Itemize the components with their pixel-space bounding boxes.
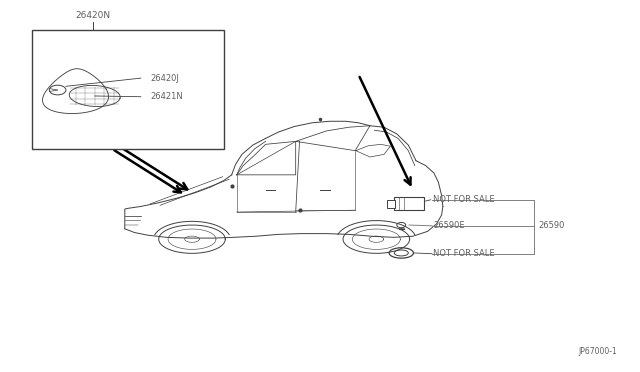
Text: 26590: 26590	[539, 221, 565, 230]
Text: 26590E: 26590E	[433, 221, 465, 230]
Text: JP67000-1: JP67000-1	[579, 347, 618, 356]
Text: 26420J: 26420J	[150, 74, 179, 83]
Bar	[387, 200, 395, 208]
Text: 26421N: 26421N	[150, 92, 183, 101]
Text: 26420N: 26420N	[76, 12, 110, 20]
Text: NOT FOR SALE: NOT FOR SALE	[433, 249, 495, 258]
Bar	[32, 30, 224, 149]
Bar	[394, 197, 424, 210]
Text: NOT FOR SALE: NOT FOR SALE	[433, 195, 495, 204]
